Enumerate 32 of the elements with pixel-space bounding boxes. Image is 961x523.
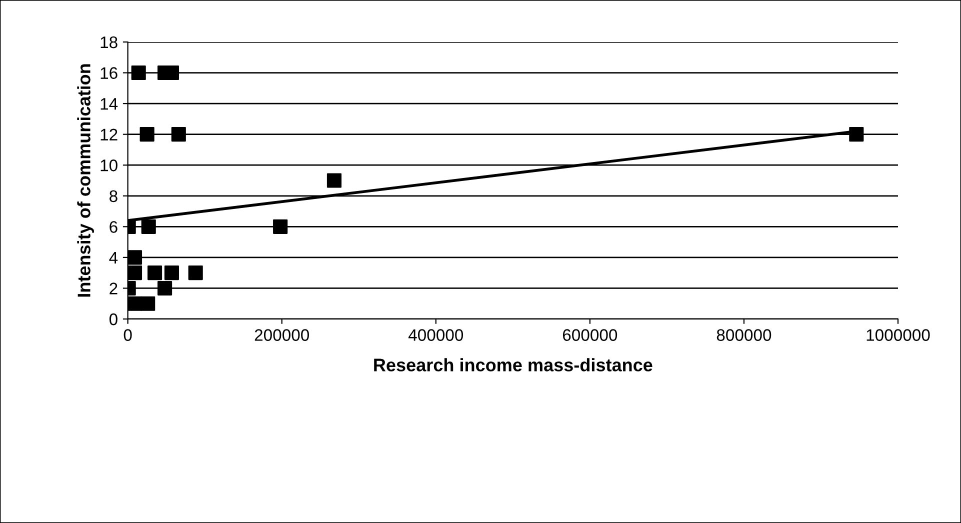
point [131,65,146,80]
point [140,127,154,142]
y-tick-label: 18 [100,36,118,48]
x-tick-label: 400000 [408,329,464,341]
x-tick-label: 200000 [254,329,310,341]
point [171,127,186,142]
x-tick-label: 800000 [716,329,772,341]
x-axis-title: Research income mass-distance [374,358,652,372]
point [188,266,203,280]
x-tick-label: 1000000 [866,329,930,341]
y-tick-label: 16 [100,67,118,79]
point [140,296,156,311]
y-tick-label: 0 [109,313,118,326]
y-tick-label: 14 [100,98,118,110]
point [128,250,142,265]
y-axis-title: Intensity of communication [77,64,94,297]
point [164,266,179,280]
point [147,266,162,280]
point [849,127,864,142]
x-tick-label: 600000 [562,329,618,341]
x-tick-label: 0 [124,329,132,341]
point [326,173,342,188]
point [141,219,156,234]
y-tick-label: 12 [100,128,118,140]
y-tick-label: 10 [100,160,118,172]
y-tick-label: 2 [110,282,118,294]
y-tick-label: 6 [110,221,118,233]
point [128,266,142,280]
point [158,280,172,296]
point [273,219,288,234]
y-tick-label: 8 [110,190,118,202]
y-tick-label: 4 [109,252,118,264]
